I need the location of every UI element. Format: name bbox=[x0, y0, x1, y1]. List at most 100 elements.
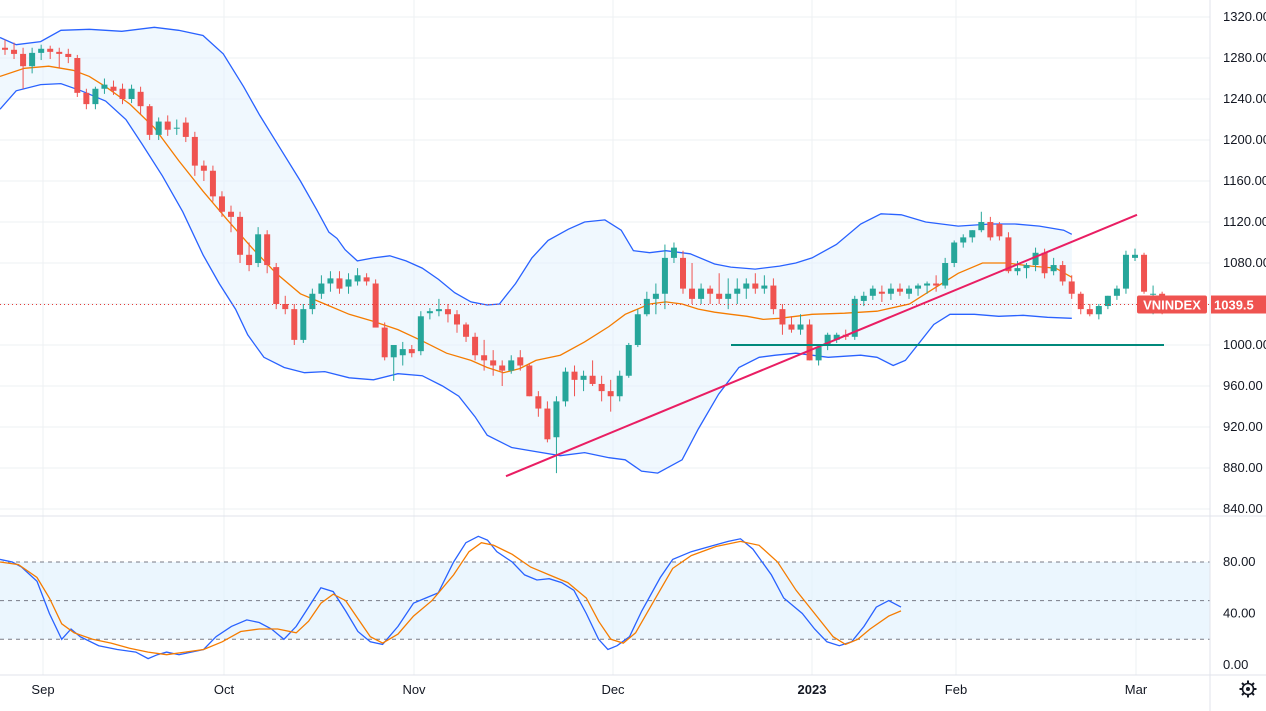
candle bbox=[580, 370, 587, 392]
price-labels: VNINDEX 1039.5 bbox=[1137, 295, 1266, 314]
candle bbox=[490, 350, 497, 376]
candle-body bbox=[74, 58, 81, 93]
osc-tick-label: 0.00 bbox=[1223, 657, 1248, 672]
candle bbox=[2, 39, 8, 55]
candle-body bbox=[128, 88, 135, 99]
candle-body bbox=[2, 47, 8, 50]
candle bbox=[309, 288, 316, 315]
candle-body bbox=[481, 355, 488, 361]
candle-body bbox=[788, 324, 795, 330]
candle-body bbox=[869, 288, 876, 296]
gear-icon-tooth bbox=[1241, 692, 1245, 696]
candle bbox=[291, 304, 298, 345]
candle-body bbox=[1032, 252, 1039, 266]
candle bbox=[372, 279, 379, 328]
candle-body bbox=[517, 357, 524, 366]
candle-body bbox=[444, 309, 451, 315]
candle bbox=[887, 283, 894, 300]
candle-body bbox=[707, 288, 714, 294]
candle bbox=[517, 350, 524, 371]
candle bbox=[1023, 263, 1030, 279]
candle bbox=[255, 227, 262, 268]
time-label: Dec bbox=[601, 682, 625, 697]
candle bbox=[960, 234, 967, 248]
candle bbox=[878, 285, 885, 302]
price-label-bg bbox=[1211, 295, 1266, 314]
candle bbox=[806, 319, 813, 361]
candle bbox=[119, 83, 126, 105]
candle bbox=[680, 250, 686, 294]
candle-body bbox=[634, 314, 641, 345]
candle bbox=[399, 341, 406, 366]
candle-body bbox=[851, 298, 858, 337]
candle-body bbox=[1014, 268, 1021, 272]
candle bbox=[1095, 304, 1102, 320]
candle bbox=[544, 401, 551, 443]
candle bbox=[824, 332, 831, 351]
candle-body bbox=[1023, 265, 1030, 269]
candle bbox=[616, 370, 623, 402]
candle-body bbox=[1132, 254, 1138, 258]
candle-body bbox=[255, 234, 262, 263]
candle-body bbox=[598, 383, 605, 392]
candle-body bbox=[354, 275, 361, 282]
candle bbox=[20, 47, 27, 89]
candle-body bbox=[1150, 293, 1157, 295]
candle bbox=[833, 332, 840, 343]
candle bbox=[915, 283, 922, 296]
candle-body bbox=[996, 224, 1003, 237]
candle-body bbox=[752, 283, 759, 289]
symbol-label-bg bbox=[1137, 295, 1207, 314]
candle-body bbox=[670, 247, 677, 258]
candle bbox=[282, 295, 289, 315]
candle bbox=[381, 322, 388, 361]
candle-body bbox=[228, 211, 234, 217]
candle-body bbox=[435, 309, 442, 312]
candle-body bbox=[408, 349, 415, 354]
candle bbox=[698, 283, 705, 304]
candle bbox=[779, 304, 786, 335]
price-tick-label: 1320.00 bbox=[1223, 9, 1266, 24]
candle-body bbox=[779, 309, 786, 325]
candle-body bbox=[553, 401, 560, 438]
candle bbox=[426, 308, 433, 320]
candle-body bbox=[1086, 309, 1093, 315]
candle bbox=[237, 211, 244, 263]
time-label: Oct bbox=[214, 682, 235, 697]
bollinger-bands bbox=[0, 26, 1073, 474]
candle bbox=[92, 86, 99, 110]
price-tick-label: 1000.00 bbox=[1223, 337, 1266, 352]
time-axis[interactable]: Sep Oct Nov Dec 2023 Feb Mar bbox=[31, 680, 1257, 698]
candle bbox=[508, 355, 515, 374]
price-axis[interactable]: 1320.00 1280.00 1240.00 1200.00 1160.00 1120.… bbox=[1209, 0, 1266, 711]
candle bbox=[969, 230, 976, 243]
candle bbox=[951, 240, 958, 268]
candle-body bbox=[924, 283, 931, 286]
candle bbox=[815, 345, 822, 366]
moving-average-line bbox=[0, 65, 1073, 374]
candle bbox=[146, 104, 153, 140]
candle-body bbox=[38, 48, 45, 53]
candle bbox=[101, 78, 108, 94]
price-tick-label: 880.00 bbox=[1223, 460, 1263, 475]
candle bbox=[218, 191, 225, 217]
candle-body bbox=[508, 360, 515, 371]
candle bbox=[444, 304, 451, 323]
stoch-d-line bbox=[0, 540, 902, 656]
gear-icon[interactable] bbox=[1239, 680, 1257, 698]
candle bbox=[535, 391, 542, 417]
candle-body bbox=[698, 288, 705, 299]
candle-body bbox=[1059, 265, 1066, 282]
candle-body bbox=[309, 293, 316, 310]
candle-body bbox=[535, 396, 542, 409]
candle-body bbox=[463, 324, 470, 337]
candle bbox=[336, 271, 343, 294]
candle bbox=[933, 275, 940, 292]
candle-body bbox=[472, 336, 479, 356]
candle-body bbox=[716, 293, 723, 299]
candle-body bbox=[915, 285, 922, 289]
candle bbox=[182, 117, 189, 143]
candle-body bbox=[906, 288, 912, 294]
candle bbox=[689, 263, 696, 304]
